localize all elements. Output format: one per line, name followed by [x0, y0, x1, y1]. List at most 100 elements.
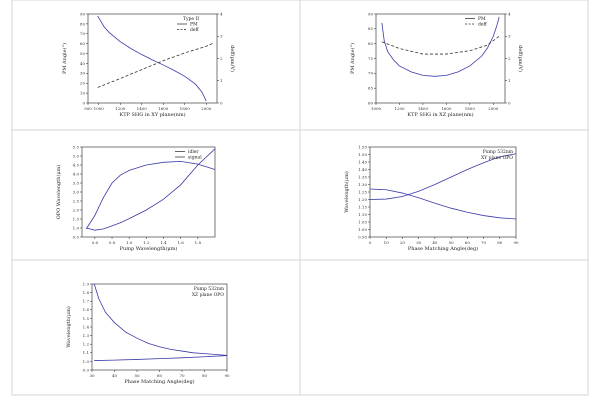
- x-axis-label: Phase Matching Angle(deg): [408, 245, 478, 252]
- x-tick-label: 2000: [201, 106, 212, 111]
- y-tick-label: 1.1: [83, 350, 89, 355]
- x-tick-label: 10: [384, 240, 390, 245]
- y2-tick-label: 4: [508, 11, 511, 16]
- x-tick-label: 1000: [371, 106, 382, 111]
- y-tick-label: 1.3: [83, 333, 90, 338]
- x-tick-label: 90: [224, 373, 230, 378]
- y-tick-label: 3.0: [73, 189, 80, 194]
- series-line-pm: [97, 15, 207, 102]
- x-tick-label: 1.0: [126, 240, 133, 245]
- y-tick-label: 1.45: [358, 159, 367, 164]
- y2-axis-label: deff(pm/V): [517, 45, 524, 72]
- y-tick-label: 0.5: [73, 234, 80, 239]
- x-tick-label: 0.8: [109, 240, 116, 245]
- x-tick-label: 1600: [158, 106, 169, 111]
- annotation-text: Pump 532nm: [483, 149, 514, 155]
- x-tick-label: 90: [513, 240, 519, 245]
- y-tick-label: 1.00: [358, 227, 367, 232]
- x-axis-label: Phase Matching Angle(deg): [124, 378, 194, 385]
- y-tick-label: 10: [80, 91, 86, 96]
- x-tick-label: 80: [497, 240, 503, 245]
- y-tick-label: 1.5: [73, 216, 80, 221]
- y-tick-label: 20: [80, 81, 86, 86]
- y2-tick-label: 0: [220, 100, 223, 105]
- series-line-idler: [86, 148, 216, 231]
- y-tick-label: 1.8: [83, 290, 90, 295]
- legend-entry: PM: [478, 16, 486, 22]
- y-tick-label: 65: [368, 86, 374, 91]
- series-line-2: [94, 355, 228, 361]
- y-tick-label: 60: [368, 100, 374, 105]
- cell-borders: [11, 0, 589, 396]
- y-tick-label: 1.50: [358, 152, 367, 157]
- plot-frame: [81, 146, 216, 238]
- x-tick-label: 60: [157, 373, 163, 378]
- y-tick-label: 1.05: [358, 219, 367, 224]
- y-tick-label: 0.95: [358, 234, 367, 239]
- y-tick-label: 5.5: [73, 144, 80, 149]
- annotation-text: Pump 532nm: [194, 286, 225, 292]
- y-tick-label: 1.0: [83, 359, 90, 364]
- x-tick-label: 1400: [137, 106, 148, 111]
- x-tick-label: 70: [481, 240, 487, 245]
- y-axis-label: Wavelength(μm): [65, 306, 72, 348]
- y-axis-label: OPO Wavelength(μm): [55, 165, 62, 220]
- chart-panel-5: 30 40 50 60 70 80 90 0.9 1.0 1.1 1.2 1.3 1.4 1.5 1.6 1.…: [65, 281, 230, 385]
- x-tick-label: 30: [416, 240, 422, 245]
- y2-tick-label: 1: [508, 78, 511, 83]
- y-tick-label: 2.5: [73, 198, 80, 203]
- x-tick-label: 60: [465, 240, 471, 245]
- series-line-2: [369, 153, 517, 200]
- y-tick-label: 90: [368, 11, 374, 16]
- x-tick-label: 2000: [488, 106, 499, 111]
- y-tick-label: 1.0: [73, 225, 80, 230]
- y-tick-label: 70: [80, 31, 86, 36]
- grid-cell-6: [299, 259, 589, 396]
- x-tick-label: 30: [89, 373, 95, 378]
- x-tick-label: 1.4: [160, 240, 167, 245]
- y-tick-label: 1.35: [358, 174, 367, 179]
- annotation-text: XY plane OPO: [481, 155, 513, 161]
- y-tick-label: 1.5: [83, 316, 90, 321]
- y-tick-label: 1.30: [358, 182, 367, 187]
- y2-tick-label: 1: [220, 78, 223, 83]
- x-axis-label: KTP SHG in XZ plane(nm): [407, 111, 473, 118]
- x-tick-label: 20: [400, 240, 406, 245]
- legend-entry: signal: [188, 155, 202, 161]
- x-tick-label: 0.6: [92, 240, 99, 245]
- y-tick-label: 85: [368, 26, 374, 31]
- y-tick-label: 70: [368, 71, 374, 76]
- x-tick-label: 50: [449, 240, 455, 245]
- x-tick-label: 1.8: [195, 240, 202, 245]
- y-tick-label: 80: [368, 41, 374, 46]
- chart-panel-1: 900 1000 1200 1400 1600 1800 20000102030405060…: [61, 11, 236, 118]
- y2-tick-label: 3: [508, 34, 511, 39]
- legend-entry: deff: [190, 27, 200, 33]
- y2-tick-label: 2: [508, 56, 511, 61]
- x-tick-label: 0: [369, 240, 372, 245]
- y-tick-label: 2.0: [73, 207, 80, 212]
- y-tick-label: 1.6: [83, 307, 90, 312]
- y2-tick-label: 0: [508, 100, 511, 105]
- annotation-text: XZ plane OPO: [192, 292, 224, 298]
- x-tick-label: 40: [112, 373, 118, 378]
- x-tick-label: 50: [134, 373, 140, 378]
- x-tick-label: 1.6: [177, 240, 184, 245]
- y-tick-label: 90: [80, 11, 86, 16]
- x-tick-label: 1600: [441, 106, 452, 111]
- y-tick-label: 80: [80, 21, 86, 26]
- series-line-signal: [85, 160, 216, 230]
- y-tick-label: 1.15: [358, 204, 367, 209]
- x-tick-label: 70: [179, 373, 185, 378]
- series-line-1: [369, 188, 517, 220]
- y-tick-label: 4.0: [73, 171, 80, 176]
- series-line-pm: [381, 16, 500, 77]
- x-tick-label: 80: [202, 373, 208, 378]
- y-axis-label: PM Angle(°): [61, 43, 68, 74]
- y-axis-label: Wavelength(μm): [343, 171, 350, 213]
- legend-entry: deff: [478, 22, 488, 28]
- series-line-1: [93, 283, 228, 356]
- y-tick-label: 1.9: [83, 281, 90, 286]
- chart-panel-2: 1000 1200 1400 1600 1800 2000 60 65 70 75 80 85 90 0 1…: [349, 11, 524, 118]
